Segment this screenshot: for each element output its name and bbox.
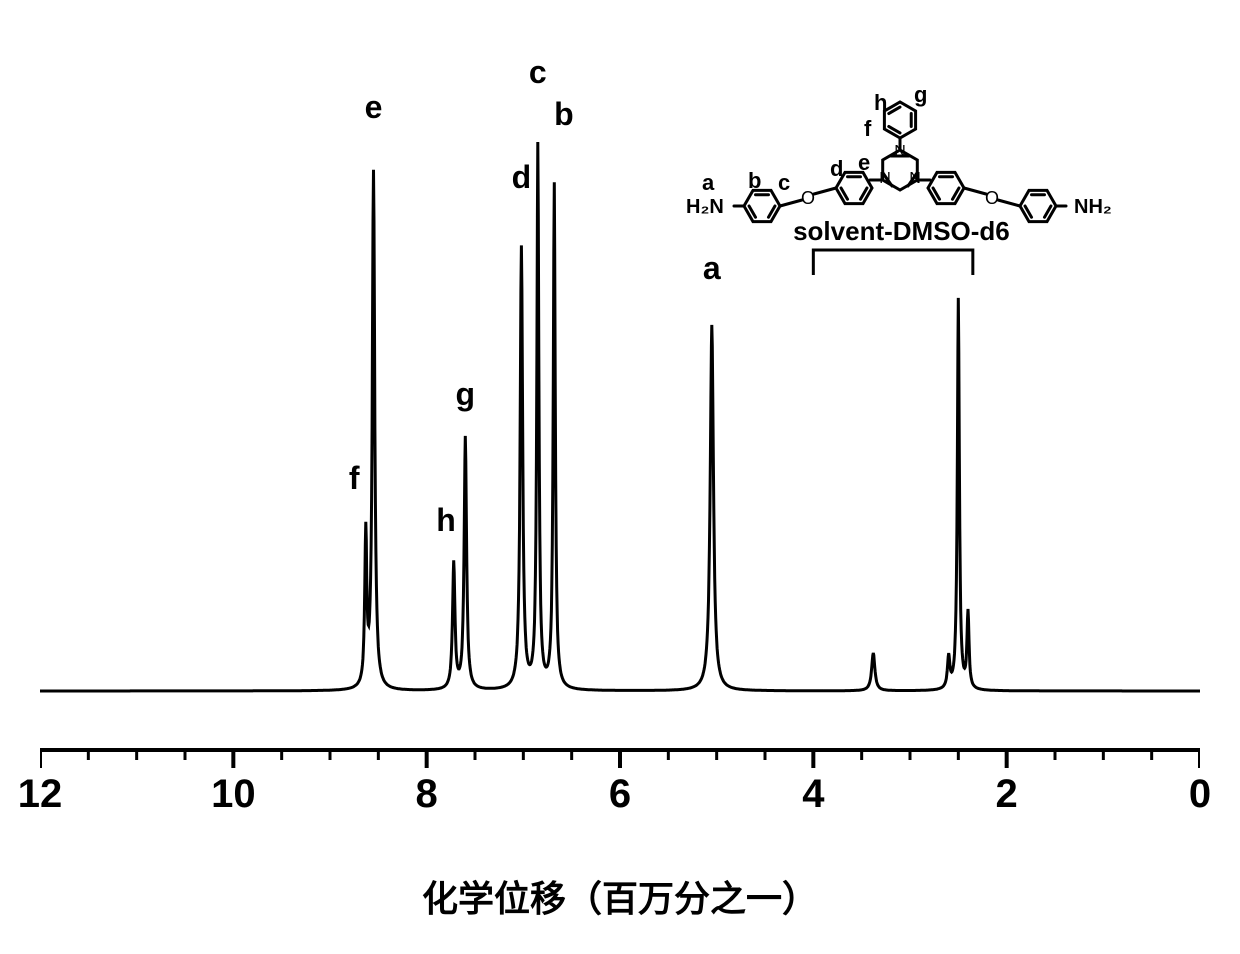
mol-anno-a: a [702, 170, 714, 196]
mol-anno-e: e [858, 150, 870, 176]
x-tick-2: 2 [996, 772, 1018, 817]
x-tick-4: 4 [802, 772, 824, 817]
nmr-figure: efhgdcba solvent-DMSO-d6 OONNN ghfedcbaH… [0, 0, 1240, 954]
svg-text:O: O [985, 188, 999, 208]
molecule-structure: OONNN [600, 50, 1200, 270]
mol-anno-g: g [914, 82, 927, 108]
svg-text:O: O [801, 188, 815, 208]
mol-anno-f: f [864, 116, 871, 142]
svg-text:N: N [909, 170, 921, 187]
mol-anno-b: b [748, 168, 761, 194]
svg-text:N: N [894, 143, 906, 160]
mol-anno-nh2l: H₂N [686, 196, 724, 219]
mol-anno-h: h [874, 90, 887, 116]
x-tick-10: 10 [211, 772, 256, 817]
mol-anno-nh2r: NH₂ [1074, 196, 1112, 219]
svg-text:N: N [879, 170, 891, 187]
x-axis-label: 化学位移（百万分之一） [0, 870, 1240, 922]
x-tick-6: 6 [609, 772, 631, 817]
mol-anno-d: d [830, 156, 843, 182]
x-tick-0: 0 [1189, 772, 1211, 817]
x-tick-8: 8 [416, 772, 438, 817]
x-tick-12: 12 [18, 772, 63, 817]
mol-anno-c: c [778, 170, 790, 196]
